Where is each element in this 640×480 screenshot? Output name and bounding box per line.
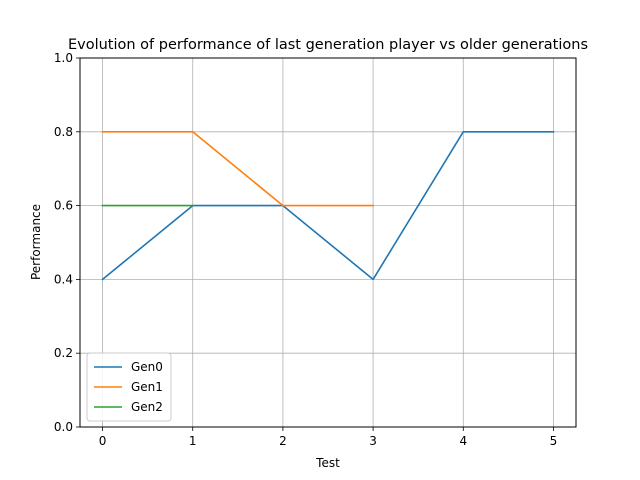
plot-frame [79, 57, 577, 428]
legend-box [86, 352, 172, 422]
x-tick-label-3: 3 [369, 434, 377, 448]
ticks: 0 1 2 3 4 5 0.0 0.2 0.4 0.6 0.8 1.0 [54, 51, 557, 448]
y-tick-label-0: 0.0 [54, 420, 73, 434]
x-tick-label-0: 0 [99, 434, 107, 448]
legend-label-gen1: Gen1 [131, 380, 163, 394]
y-axis-label: Performance [29, 204, 43, 280]
series-line-gen0 [101, 131, 555, 281]
x-tick-label-4: 4 [459, 434, 467, 448]
x-tick-label-2: 2 [279, 434, 287, 448]
legend-label-gen2: Gen2 [131, 400, 163, 414]
x-tick-label-5: 5 [550, 434, 558, 448]
y-tick-label-3: 0.6 [54, 199, 73, 213]
y-tick-label-1: 0.2 [54, 346, 73, 360]
x-tick-label-1: 1 [189, 434, 197, 448]
chart-title: Evolution of performance of last generat… [68, 37, 588, 53]
x-axis-label: Test [315, 456, 340, 470]
series-line-gen1 [101, 131, 374, 207]
y-tick-label-2: 0.4 [54, 272, 73, 286]
legend-label-gen0: Gen0 [131, 360, 163, 374]
legend: Gen0 Gen1 Gen2 [86, 352, 172, 422]
y-tick-label-5: 1.0 [54, 51, 73, 65]
series-group [101, 131, 555, 281]
y-tick-label-4: 0.8 [54, 125, 73, 139]
